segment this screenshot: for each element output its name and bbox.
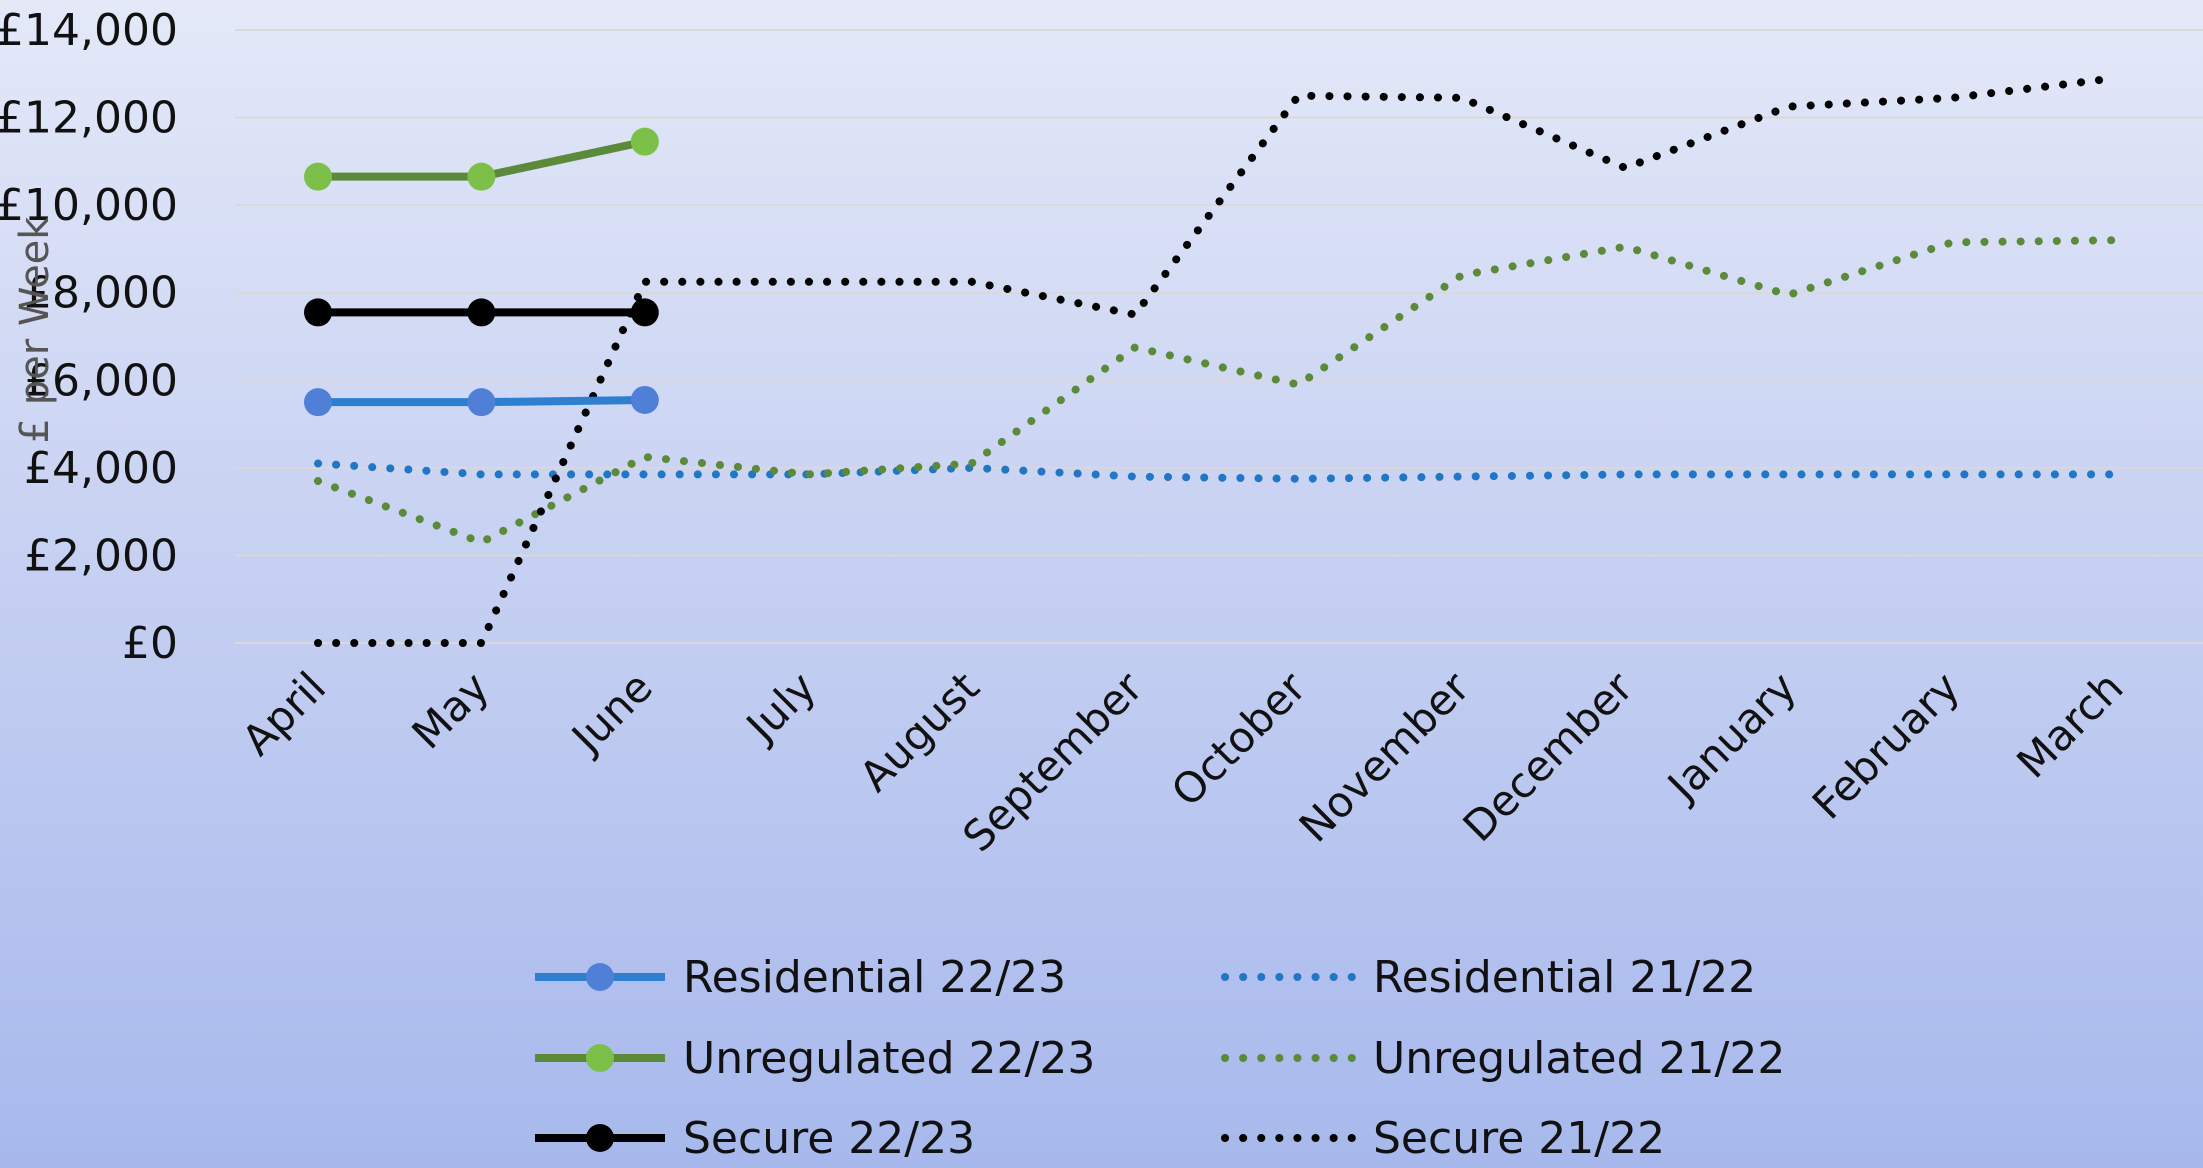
legend-label: Unregulated 21/22	[1373, 1033, 1785, 1084]
series-secure-21-22	[314, 74, 2120, 647]
series-unregulated-22-23	[304, 127, 659, 191]
data-point	[467, 388, 496, 417]
legend-item: Secure 22/23	[535, 1113, 975, 1164]
series-unregulated-21-22	[314, 236, 2120, 547]
legend-marker	[586, 1044, 614, 1072]
data-point	[630, 385, 659, 414]
data-point	[304, 162, 332, 191]
y-tick-label: £0	[122, 618, 178, 669]
legend-marker	[586, 963, 614, 991]
legend-item: Unregulated 21/22	[1221, 1033, 1785, 1084]
legend-item: Residential 21/22	[1221, 952, 1756, 1003]
x-tick-label: July	[735, 662, 825, 752]
x-tick-label: October	[1162, 662, 1316, 816]
series-lines	[304, 74, 2120, 647]
series-line	[314, 74, 2120, 647]
x-tick-label: March	[2007, 662, 2132, 787]
gridlines	[235, 29, 2203, 644]
series-line	[314, 459, 2120, 483]
legend-label: Secure 22/23	[683, 1113, 975, 1164]
y-tick-label: £6,000	[24, 355, 178, 406]
legend-label: Residential 21/22	[1373, 952, 1756, 1003]
series-secure-22-23	[304, 298, 659, 327]
data-point	[304, 388, 332, 417]
legend: Residential 22/23 Residential 21/22 Unregu…	[535, 952, 1785, 1164]
series-line	[314, 236, 2120, 547]
legend-label: Residential 22/23	[683, 952, 1066, 1003]
legend-item: Unregulated 22/23	[535, 1033, 1095, 1084]
x-tick-label: November	[1290, 662, 1480, 852]
legend-label: Secure 21/22	[1373, 1113, 1665, 1164]
data-point	[630, 298, 659, 327]
y-tick-label: £10,000	[0, 180, 178, 231]
x-tick-label: December	[1454, 662, 1643, 851]
x-tick-label: June	[560, 662, 661, 763]
x-tick-label: January	[1656, 662, 1805, 811]
y-axis-label: £ per Week	[12, 216, 58, 444]
series-residential-22-23	[304, 385, 659, 417]
series-residential-21-22	[314, 459, 2120, 483]
data-point	[467, 162, 496, 191]
legend-item: Residential 22/23	[535, 952, 1066, 1003]
y-tick-label: £4,000	[24, 443, 178, 494]
y-tick-label: £2,000	[24, 530, 178, 581]
legend-marker	[586, 1124, 614, 1152]
legend-label: Unregulated 22/23	[683, 1033, 1095, 1084]
data-point	[467, 298, 496, 327]
y-axis-ticks: £0 £2,000 £4,000 £6,000 £8,000 £10,000 £12,000…	[0, 5, 178, 669]
legend-item: Secure 21/22	[1221, 1113, 1665, 1164]
data-point	[304, 298, 332, 327]
x-tick-label: August	[850, 662, 989, 801]
data-point	[630, 127, 659, 156]
y-tick-label: £12,000	[0, 93, 178, 144]
x-tick-label: April	[233, 662, 336, 765]
y-tick-label: £14,000	[0, 5, 178, 56]
x-tick-label: May	[402, 662, 498, 758]
y-tick-label: £8,000	[24, 268, 178, 319]
x-tick-label: February	[1803, 662, 1969, 828]
